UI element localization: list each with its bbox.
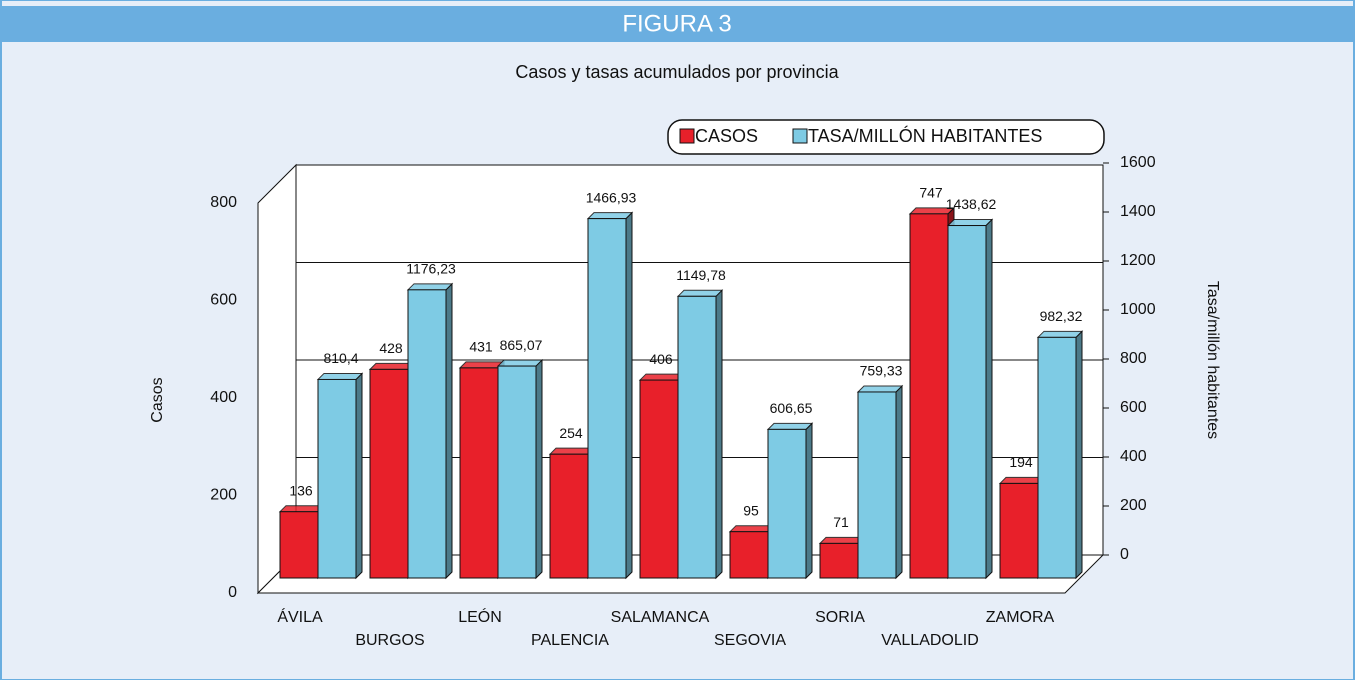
bar <box>819 542 859 579</box>
bar-top <box>368 362 416 370</box>
x-tick-label: ÁVILA <box>277 607 323 626</box>
bar-side <box>445 282 453 580</box>
x-tick-label: LEÓN <box>458 607 502 626</box>
legend <box>667 119 1105 155</box>
bar-top <box>1036 330 1084 338</box>
data-label: 1149,78 <box>676 267 726 283</box>
bar <box>497 365 537 579</box>
x-tick-label: PALENCIA <box>531 632 609 649</box>
y2-tick-label: 1200 <box>1120 252 1156 269</box>
y-tick-label: 800 <box>210 194 237 211</box>
bar <box>587 218 627 579</box>
bar-top <box>458 361 506 369</box>
data-label: 95 <box>743 502 759 518</box>
y2-tick-label: 200 <box>1120 497 1147 514</box>
bar-top <box>316 372 364 380</box>
bar-side <box>355 372 363 580</box>
data-label: 71 <box>833 514 849 530</box>
y2-tick-label: 800 <box>1120 350 1147 367</box>
bar-top <box>548 447 596 455</box>
bar-top <box>818 536 866 544</box>
data-label: 194 <box>1009 454 1033 470</box>
bar-side <box>985 218 993 580</box>
data-label: 1176,23 <box>406 261 456 277</box>
bar-side <box>895 384 903 580</box>
data-label: 1466,93 <box>586 189 637 205</box>
bar <box>909 213 949 579</box>
bar-top <box>946 219 994 227</box>
legend-swatch <box>792 128 808 144</box>
data-label: 431 <box>469 339 493 355</box>
data-label: 136 <box>289 482 313 498</box>
header-bar <box>0 6 1355 42</box>
bar <box>317 378 357 579</box>
bar <box>407 289 447 579</box>
bar-top <box>638 373 686 381</box>
legend-label: CASOS <box>695 126 758 146</box>
bar-side <box>1075 330 1083 580</box>
y2-tick-label: 1000 <box>1120 301 1156 318</box>
bar-side <box>715 289 723 580</box>
bar-top <box>676 289 724 297</box>
bar-side <box>535 358 543 580</box>
y2-tick-label: 600 <box>1120 399 1147 416</box>
bar <box>549 453 589 579</box>
y2-tick-label: 0 <box>1120 546 1129 563</box>
y2-tick-label: 1600 <box>1120 154 1156 171</box>
x-tick-label: VALLADOLID <box>881 632 979 649</box>
bar-top <box>998 476 1046 484</box>
y-tick-label: 600 <box>210 292 237 309</box>
data-label: 606,65 <box>770 400 813 416</box>
legend-swatch <box>679 128 695 144</box>
legend-label: TASA/MILLÓN HABITANTES <box>808 125 1042 146</box>
y-tick-label: 0 <box>228 584 237 601</box>
bar-side <box>625 211 633 580</box>
bar <box>999 482 1039 579</box>
bar <box>369 368 409 579</box>
bar <box>279 511 319 579</box>
bar-top <box>856 385 904 393</box>
y-tick-label: 200 <box>210 487 237 504</box>
y2-tick-label: 400 <box>1120 448 1147 465</box>
bar <box>677 295 717 579</box>
x-tick-label: ZAMORA <box>986 609 1055 626</box>
bar-side <box>805 422 813 580</box>
data-label: 810,4 <box>323 350 358 366</box>
data-label: 759,33 <box>860 363 903 379</box>
data-label: 865,07 <box>500 337 543 353</box>
bar-top <box>278 505 326 513</box>
data-label: 254 <box>559 425 583 441</box>
y-axis-label: Casos <box>149 377 166 422</box>
bar-top <box>586 212 634 220</box>
bar-top <box>766 422 814 430</box>
data-label: 428 <box>379 340 403 356</box>
bar <box>947 225 987 579</box>
x-tick-label: SEGOVIA <box>714 632 786 649</box>
data-label: 1438,62 <box>946 196 997 212</box>
header: FIGURA 3 <box>622 10 731 37</box>
x-tick-label: SALAMANCA <box>611 609 710 626</box>
bar <box>857 391 897 579</box>
chart-title: Casos y tasas acumulados por provincia <box>515 62 839 82</box>
data-label: 982,32 <box>1040 308 1083 324</box>
x-tick-label: BURGOS <box>355 632 424 649</box>
bar-top <box>496 359 544 367</box>
bar <box>459 367 499 579</box>
x-tick-label: SORIA <box>815 609 865 626</box>
data-label: 747 <box>919 185 943 201</box>
y2-tick-label: 1400 <box>1120 203 1156 220</box>
data-label: 406 <box>649 351 673 367</box>
y2-axis-label: Tasa/millón habitantes <box>1204 281 1221 439</box>
bar <box>767 428 807 579</box>
bar <box>639 379 679 579</box>
bar <box>729 531 769 579</box>
bar-top <box>728 525 776 533</box>
y-tick-label: 400 <box>210 389 237 406</box>
bar-top <box>406 283 454 291</box>
bar <box>1037 336 1077 579</box>
